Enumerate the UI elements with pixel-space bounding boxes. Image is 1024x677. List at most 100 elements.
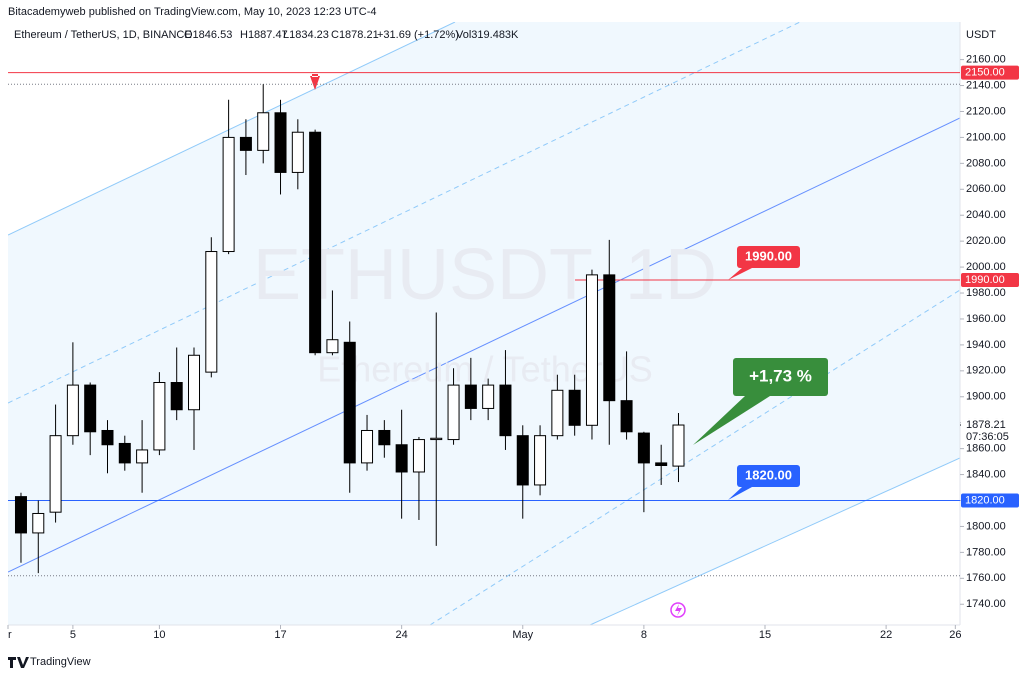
x-tick-label: 22	[880, 629, 892, 641]
ohlc-close: C1878.21	[331, 29, 379, 41]
channel-dash	[8, 22, 801, 404]
candle-body	[49, 435, 62, 513]
publisher: Bitacademyweb published on TradingView.c…	[8, 6, 377, 18]
x-tick-label: 8	[641, 629, 647, 641]
watermark: ETHUSDT, 1D	[253, 235, 717, 315]
y-tick-label: 1940.00	[966, 339, 1006, 351]
y-tick-label: 1960.00	[966, 313, 1006, 325]
candle-body	[239, 136, 252, 151]
candle-body	[412, 439, 425, 473]
y-tick-label: 1800.00	[966, 520, 1006, 532]
candle-body	[585, 274, 598, 426]
level-tag-label: 1990.00	[965, 274, 1005, 286]
change: +31.69 (+1.72%)	[377, 29, 459, 41]
level-tag	[961, 65, 1019, 80]
candle-body	[326, 339, 339, 354]
candle-body	[101, 429, 114, 446]
candle-body	[205, 251, 218, 373]
countdown: 07:36:05	[966, 431, 1009, 443]
callout-box	[737, 246, 800, 268]
y-tick-label: 2080.00	[966, 157, 1006, 169]
y-tick-label: 1860.00	[966, 443, 1006, 455]
callout-pointer	[728, 487, 752, 500]
channel-mid	[8, 117, 960, 573]
candle-body	[378, 429, 391, 446]
x-tick-label: 24	[396, 629, 408, 641]
candle-body	[309, 131, 322, 354]
candle-body	[136, 449, 149, 464]
last-price-bg	[961, 418, 1019, 445]
y-tick-label: 2100.00	[966, 131, 1006, 143]
channel-dash	[429, 289, 960, 625]
callout-pointer	[728, 268, 752, 280]
watermark-sub: Ethereum / TetherUS	[317, 349, 653, 390]
x-tick-label: r	[8, 629, 12, 641]
candle-body	[343, 341, 356, 464]
candle-body	[188, 354, 201, 411]
candle-body	[118, 442, 131, 464]
candle-body	[637, 432, 650, 464]
y-tick-label: 1840.00	[966, 468, 1006, 480]
candle-body	[274, 112, 287, 173]
candle-body	[568, 389, 581, 426]
y-tick-label: 2120.00	[966, 105, 1006, 117]
lightning-bolt	[675, 604, 682, 616]
level-tag-label: 1820.00	[965, 494, 1005, 506]
candle-body	[447, 384, 460, 441]
y-tick-label: 2020.00	[966, 235, 1006, 247]
candle-body	[84, 384, 97, 433]
y-tick-label: 2000.00	[966, 261, 1006, 273]
arrow-icon	[309, 74, 321, 90]
level-tag-label: 2150.00	[965, 66, 1005, 78]
candle-body	[257, 112, 270, 151]
channel-top	[8, 22, 456, 236]
y-tick-label: 1980.00	[966, 287, 1006, 299]
callout-text: 1820.00	[745, 467, 792, 482]
candle-body	[499, 384, 512, 437]
level-tag	[961, 273, 1019, 288]
callout-text: 1990.00	[745, 248, 792, 263]
x-tick-label: 26	[949, 629, 961, 641]
y-tick-label: 2060.00	[966, 183, 1006, 195]
y-tick-label: 1920.00	[966, 365, 1006, 377]
y-tick-label: 1780.00	[966, 546, 1006, 558]
candle-body	[66, 384, 79, 437]
lightning-icon	[670, 602, 686, 618]
candle-body	[464, 384, 477, 409]
candle-body	[655, 462, 668, 466]
candle-body	[170, 382, 183, 411]
candle-body	[551, 389, 564, 437]
candle-body	[361, 429, 374, 464]
callout-box	[737, 465, 800, 487]
x-tick-label: May	[512, 629, 533, 641]
channel	[8, 22, 960, 625]
candle-body	[672, 424, 685, 467]
candle-body	[222, 136, 235, 253]
ohlc-open: O1846.53	[184, 29, 232, 41]
x-tick-label: 15	[759, 629, 771, 641]
y-tick-label: 1760.00	[966, 572, 1006, 584]
candle-body	[291, 131, 304, 173]
candle-body	[482, 384, 495, 409]
x-tick-label: 10	[153, 629, 165, 641]
candle-body	[534, 435, 547, 486]
candle-body	[620, 400, 633, 433]
y-tick-label: 1900.00	[966, 391, 1006, 403]
candle-body	[603, 274, 616, 402]
logo-icon	[8, 657, 29, 668]
y-tick-label: 2040.00	[966, 209, 1006, 221]
x-tick-label: 17	[274, 629, 286, 641]
footer-brand: TradingView	[30, 656, 91, 668]
y-tick-label: 2160.00	[966, 54, 1006, 66]
symbol: Ethereum / TetherUS, 1D, BINANCE	[14, 29, 192, 41]
candle-body	[395, 444, 408, 473]
volume: Vol319.483K	[456, 29, 519, 41]
callout-pointer	[693, 396, 770, 445]
callout-text: +1,73 %	[749, 366, 812, 385]
callout-box	[733, 358, 828, 396]
candle-body	[153, 382, 166, 451]
candle-body	[516, 435, 529, 486]
level-tag	[961, 493, 1019, 508]
